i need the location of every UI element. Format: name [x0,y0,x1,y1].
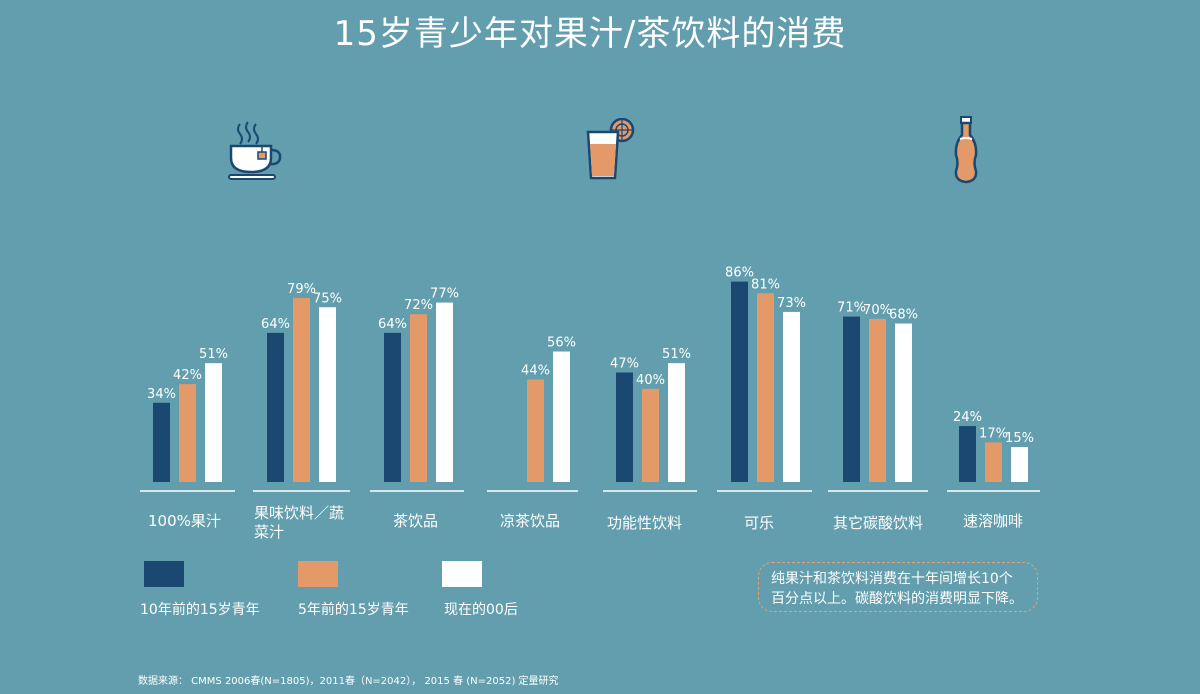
data-label: 86% [725,266,754,281]
data-label: 70% [863,303,892,318]
bar-series-1 [959,426,976,482]
data-label: 81% [751,277,780,292]
bar-series-1 [843,316,860,482]
data-label: 24% [953,410,982,425]
note-line-2: 百分点以上。碳酸饮料的消费明显下降。 [771,591,1023,607]
bar-series-2 [179,384,196,482]
bar-series-3 [895,323,912,482]
category-label: 其它碳酸饮料 [833,514,924,532]
data-label: 51% [199,347,228,362]
data-label: 64% [378,317,407,332]
category-label: 速溶咖啡 [963,512,1024,530]
data-label: 56% [547,336,576,351]
annotation-note: 纯果汁和茶饮料消费在十年间增长10个 百分点以上。碳酸饮料的消费明显下降。 [758,562,1038,612]
bar-series-3 [319,307,336,482]
data-label: 68% [889,308,918,323]
juice-glass-icon [586,118,635,180]
legend-swatch-series-3 [442,561,482,587]
soda-bottle-icon [954,116,978,184]
legend-label-series-1: 10年前的15岁青年 [140,602,260,618]
category-label: 凉茶饮品 [500,512,561,530]
data-label: 15% [1005,431,1034,446]
bar-series-3 [436,302,453,482]
bar-series-3 [1011,447,1028,482]
data-label: 72% [404,298,433,313]
bar-series-2 [869,318,886,482]
data-label: 47% [610,356,639,371]
legend-swatch-series-2 [298,561,338,587]
data-label: 73% [777,296,806,311]
data-label: 79% [287,282,316,297]
bar-series-1 [731,281,748,482]
bar-series-2 [985,442,1002,482]
data-label: 44% [521,363,550,378]
bar-series-3 [205,363,222,482]
bar-series-1 [616,372,633,482]
bar-series-2 [757,293,774,482]
data-label: 17% [979,426,1008,441]
legend-swatch-series-1 [144,561,184,587]
data-label: 51% [662,347,691,362]
data-label: 75% [313,291,342,306]
category-label: 果味饮料／蔬菜汁 [254,504,345,541]
note-line-1: 纯果汁和茶饮料消费在十年间增长10个 [771,571,1013,587]
data-label: 77% [430,287,459,302]
bar-series-3 [783,311,800,482]
bar-series-3 [553,351,570,482]
tea-cup-icon [228,121,282,180]
category-label: 茶饮品 [393,512,439,530]
data-label: 71% [837,301,866,316]
data-label: 64% [261,317,290,332]
data-label: 34% [147,387,176,402]
bar-series-2 [527,379,544,482]
data-source: 数据来源： CMMS 2006春(N=1805)，2011春（N=2042）， … [138,676,559,687]
bar-series-2 [410,314,427,482]
chart-title: 15岁青少年对果汁/茶饮料的消费 [333,14,847,54]
category-label: 可乐 [744,514,775,532]
bar-series-2 [293,297,310,482]
bar-series-2 [642,388,659,482]
category-label: 100%果汁 [148,512,221,530]
bar-series-1 [153,402,170,482]
category-label: 功能性饮料 [607,514,683,532]
bar-series-1 [384,332,401,482]
data-label: 40% [636,373,665,388]
bar-series-3 [668,363,685,482]
legend-label-series-3: 现在的00后 [444,602,518,618]
data-label: 42% [173,368,202,383]
legend-label-series-2: 5年前的15岁青年 [298,602,409,618]
bar-series-1 [267,332,284,482]
